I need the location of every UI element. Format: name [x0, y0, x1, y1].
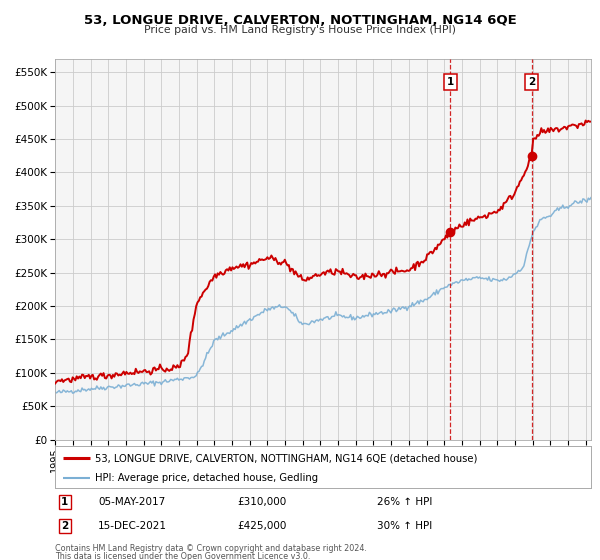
Text: £310,000: £310,000 — [238, 497, 287, 507]
Text: 2: 2 — [529, 77, 536, 87]
Text: 2: 2 — [61, 521, 68, 531]
Text: 1: 1 — [447, 77, 454, 87]
Text: £425,000: £425,000 — [238, 521, 287, 531]
Text: This data is licensed under the Open Government Licence v3.0.: This data is licensed under the Open Gov… — [55, 552, 311, 560]
Text: HPI: Average price, detached house, Gedling: HPI: Average price, detached house, Gedl… — [95, 473, 319, 483]
Text: 53, LONGUE DRIVE, CALVERTON, NOTTINGHAM, NG14 6QE (detached house): 53, LONGUE DRIVE, CALVERTON, NOTTINGHAM,… — [95, 453, 478, 463]
Text: 26% ↑ HPI: 26% ↑ HPI — [377, 497, 432, 507]
Text: 05-MAY-2017: 05-MAY-2017 — [98, 497, 166, 507]
Text: 30% ↑ HPI: 30% ↑ HPI — [377, 521, 432, 531]
Text: 53, LONGUE DRIVE, CALVERTON, NOTTINGHAM, NG14 6QE: 53, LONGUE DRIVE, CALVERTON, NOTTINGHAM,… — [83, 14, 517, 27]
Text: 15-DEC-2021: 15-DEC-2021 — [98, 521, 167, 531]
Text: Price paid vs. HM Land Registry's House Price Index (HPI): Price paid vs. HM Land Registry's House … — [144, 25, 456, 35]
Text: 1: 1 — [61, 497, 68, 507]
Text: Contains HM Land Registry data © Crown copyright and database right 2024.: Contains HM Land Registry data © Crown c… — [55, 544, 367, 553]
